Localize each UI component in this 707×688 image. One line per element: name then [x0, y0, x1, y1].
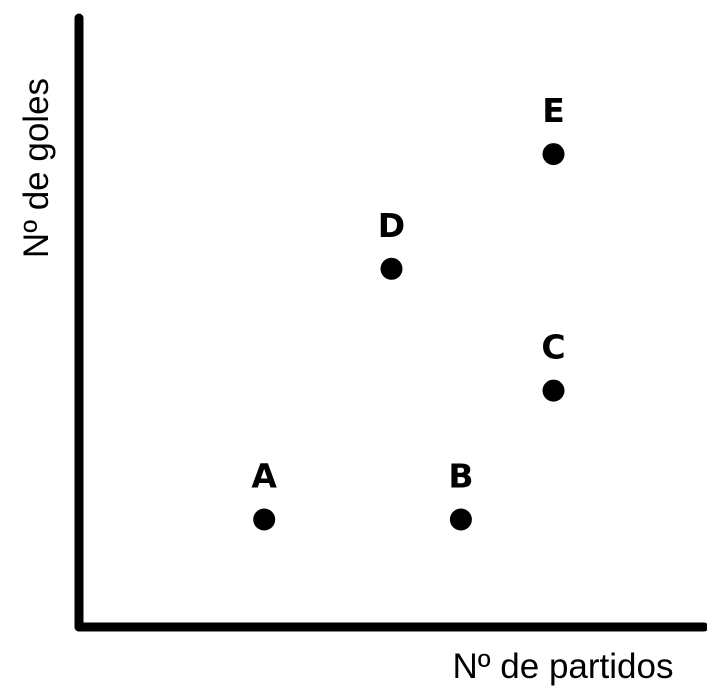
- point-marker-a: [253, 508, 276, 531]
- point-marker-d: [380, 257, 403, 280]
- y-axis-title: Nº de goles: [17, 78, 56, 258]
- point-label-b: B: [448, 457, 473, 496]
- point-marker-c: [542, 379, 565, 402]
- data-points: A B C D E: [251, 91, 566, 531]
- point-marker-e: [542, 143, 565, 166]
- point-label-c: C: [541, 328, 565, 367]
- point-marker-b: [449, 508, 472, 531]
- x-axis-title: Nº de partidos: [453, 647, 674, 686]
- point-label-a: A: [251, 457, 277, 496]
- point-label-d: D: [378, 206, 405, 245]
- point-label-e: E: [542, 91, 565, 130]
